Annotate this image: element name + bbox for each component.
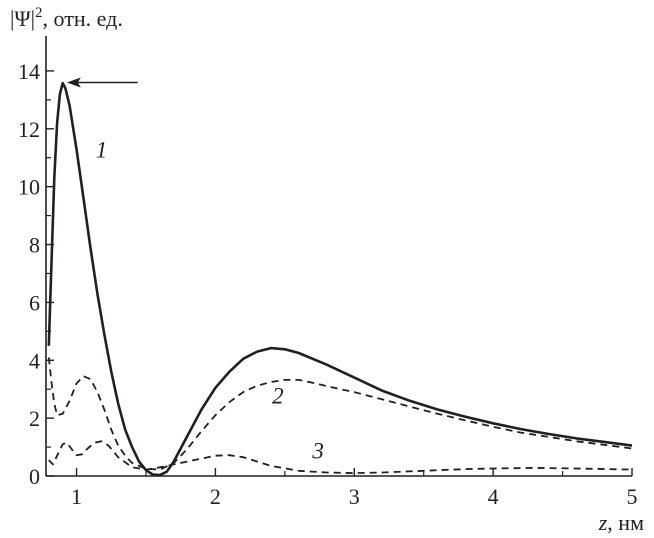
series-3-line bbox=[48, 440, 633, 474]
y-axis-title-rest: , отн. ед. bbox=[43, 6, 123, 31]
series-2-line bbox=[47, 357, 633, 471]
y-axis-title: |Ψ|2, отн. ед. bbox=[10, 5, 123, 31]
x-axis-title-rest: , нм bbox=[607, 510, 644, 535]
curve-label-3: 3 bbox=[311, 439, 324, 464]
y-tick-label: 8 bbox=[29, 233, 40, 258]
x-tick-label: 4 bbox=[488, 484, 499, 509]
x-tick-label: 1 bbox=[71, 484, 82, 509]
y-axis-title-sup: 2 bbox=[35, 5, 43, 21]
y-tick-label: 2 bbox=[29, 406, 40, 431]
curve-label-1: 1 bbox=[96, 138, 108, 163]
x-tick-label: 2 bbox=[210, 484, 221, 509]
peak-arrow-head bbox=[66, 77, 81, 88]
y-tick-label: 10 bbox=[18, 175, 40, 200]
x-tick-label: 5 bbox=[627, 484, 638, 509]
series-1-line bbox=[47, 81, 633, 477]
y-tick-label: 4 bbox=[29, 348, 40, 373]
x-tick-label: 3 bbox=[349, 484, 360, 509]
y-tick-label: 12 bbox=[18, 117, 40, 142]
y-tick-label: 14 bbox=[18, 59, 40, 84]
x-axis-title-var: z bbox=[598, 510, 608, 535]
x-axis-title: z, нм bbox=[598, 510, 644, 535]
y-tick-label: 6 bbox=[29, 290, 40, 315]
curve-label-2: 2 bbox=[272, 384, 284, 409]
y-axis-title-main: |Ψ| bbox=[10, 6, 35, 31]
curves bbox=[47, 81, 633, 477]
labels: 1 2 3 bbox=[66, 77, 324, 464]
y-tick-label: 0 bbox=[29, 464, 40, 489]
